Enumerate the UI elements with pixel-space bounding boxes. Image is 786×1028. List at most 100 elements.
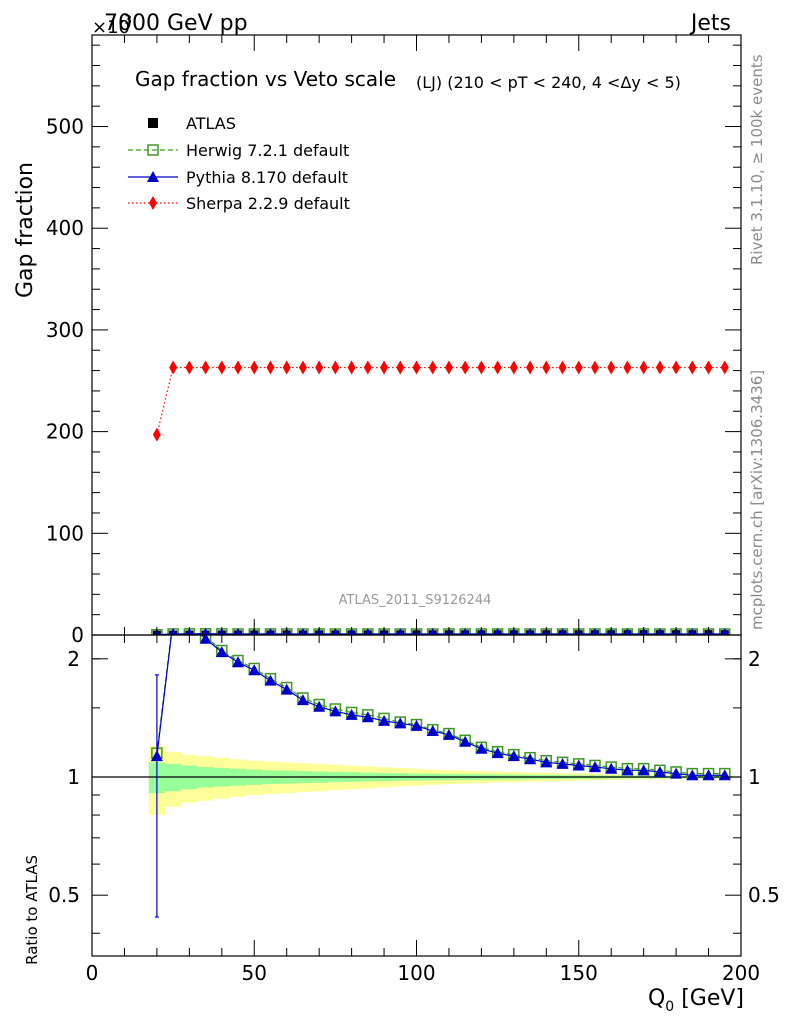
ratio-point-pythia [556, 757, 569, 769]
ratio-point-pythia [378, 714, 391, 726]
legend-marker-atlas [148, 118, 158, 128]
main-point-sherpa [331, 360, 340, 375]
ratio-point-pythia [540, 756, 553, 768]
main-point-pythia [266, 627, 275, 635]
main-line-sherpa [156, 366, 725, 435]
ratio-point-pythia [296, 694, 309, 706]
ratio-point-pythia [167, 615, 179, 626]
main-point-sherpa [590, 360, 599, 375]
main-point-pythia [396, 627, 405, 635]
ratio-point-herwig [168, 612, 178, 622]
ratio-y-axis-label: Ratio to ATLAS [23, 855, 41, 965]
y-tick-label: 200 [46, 420, 84, 444]
main-point-sherpa [574, 360, 583, 375]
ratio-point-pythia [442, 728, 455, 740]
main-point-sherpa [234, 360, 243, 375]
ratio-band-inner [148, 762, 733, 794]
ratio-point-pythia [524, 753, 537, 765]
ratio-point-pythia [572, 759, 585, 771]
ratio-tick-label: 0.5 [48, 883, 80, 907]
mcplots-label: mcplots.cern.ch [arXiv:1306.3436] [748, 370, 766, 630]
main-point-pythia [461, 627, 470, 635]
main-point-sherpa [380, 360, 389, 375]
y-axis-label: Gap fraction [13, 162, 38, 298]
x-tick-label: 0 [86, 961, 99, 985]
energy-label: 7000 GeV pp [104, 11, 248, 36]
ratio-point-pythia [653, 765, 666, 777]
multiplier-label: ×10 [92, 17, 130, 38]
rivet-label: Rivet 3.1.10, ≥ 100k events [748, 54, 766, 265]
main-point-pythia [169, 627, 177, 635]
main-point-pythia [363, 627, 372, 635]
process-label: Jets [689, 11, 731, 36]
legend-marker-pythia [147, 171, 159, 182]
main-point-sherpa [655, 360, 664, 375]
ratio-point-pythia [507, 750, 520, 762]
ratio-point-herwig [184, 616, 194, 626]
main-point-sherpa [720, 360, 729, 375]
x-axis-label-main: Q [648, 986, 665, 1011]
ratio-point-pythia [232, 656, 245, 668]
ratio-point-pythia [426, 724, 439, 736]
ratio-point-pythia [475, 742, 488, 754]
ratio-point-pythia [150, 750, 163, 762]
legend-label-atlas: ATLAS [186, 114, 236, 133]
main-point-pythia [331, 627, 340, 635]
legend-marker-sherpa [149, 196, 157, 210]
ratio-point-pythia [345, 708, 358, 720]
chart-title: Gap fraction vs Veto scale [135, 67, 396, 91]
main-point-pythia [656, 627, 664, 635]
ratio-band-outer [148, 745, 733, 816]
ratio-point-pythia [215, 646, 228, 658]
main-point-sherpa [493, 360, 502, 375]
ratio-point-pythia [621, 764, 634, 776]
ratio-point-pythia [199, 635, 212, 644]
ratio-point-pythia [588, 761, 601, 773]
ratio-point-pythia [686, 769, 699, 781]
ratio-tick-label: 2 [67, 647, 80, 671]
y-tick-label: 400 [46, 216, 84, 240]
main-point-sherpa [509, 360, 518, 375]
analysis-id: ATLAS_2011_S9126244 [339, 593, 492, 608]
ratio-point-pythia [670, 767, 683, 779]
x-tick-label: 100 [397, 961, 435, 985]
main-point-sherpa [558, 360, 567, 375]
main-point-sherpa [250, 360, 259, 375]
legend-label-sherpa: Sherpa 2.2.9 default [186, 194, 350, 213]
ratio-point-pythia [491, 747, 504, 759]
main-point-sherpa [347, 360, 356, 375]
main-point-sherpa [217, 360, 226, 375]
main-point-sherpa [672, 360, 681, 375]
ratio-point-pythia [264, 674, 277, 686]
main-point-sherpa [607, 360, 616, 375]
ratio-point-pythia [313, 700, 326, 712]
main-point-sherpa [152, 427, 161, 442]
main-point-sherpa [704, 360, 713, 375]
main-point-pythia [688, 627, 697, 635]
x-axis-label: Q0 [GeV] [648, 986, 744, 1015]
main-point-sherpa [542, 360, 551, 375]
y-tick-label: 0 [71, 623, 84, 647]
main-point-sherpa [282, 360, 291, 375]
main-point-sherpa [477, 360, 486, 375]
main-point-sherpa [461, 360, 470, 375]
ratio-point-pythia [459, 735, 472, 747]
y-tick-label: 300 [46, 318, 84, 342]
ratio-tick-label-right: 1 [748, 765, 761, 789]
main-point-pythia [493, 627, 502, 635]
main-point-sherpa [639, 360, 648, 375]
x-tick-label: 50 [242, 961, 267, 985]
y-tick-label: 100 [46, 521, 84, 545]
ratio-point-pythia [605, 762, 618, 774]
main-point-sherpa [201, 360, 210, 375]
legend: ATLAS Herwig 7.2.1 default Pythia 8.170 … [128, 114, 350, 213]
main-point-pythia [299, 627, 307, 635]
main-point-pythia [591, 627, 599, 635]
main-point-sherpa [315, 360, 324, 375]
main-point-pythia [201, 627, 210, 635]
ratio-point-pythia [637, 764, 650, 776]
main-point-sherpa [688, 360, 697, 375]
ratio-line-pythia [156, 635, 725, 776]
ratio-point-pythia [248, 664, 261, 676]
